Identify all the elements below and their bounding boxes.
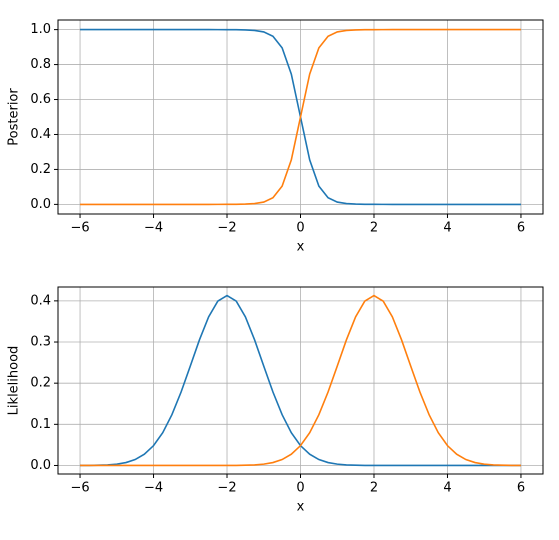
y-tick-label: 0.1: [30, 417, 51, 432]
y-tick-label: 0.2: [30, 376, 51, 391]
y-axis-label: Liklelihood: [7, 346, 22, 416]
x-axis-label: x: [297, 500, 305, 515]
y-tick-label: 0.8: [30, 57, 51, 72]
line: [80, 28, 521, 206]
x-tick-label: −2: [217, 221, 236, 236]
y-axis-label: Posterior: [7, 88, 22, 146]
x-tick-label: 4: [443, 221, 451, 236]
x-tick-label: −6: [70, 221, 89, 236]
y-tick-label: 0.0: [30, 458, 51, 473]
x-tick-label: −6: [70, 481, 89, 496]
y-tick-label: 0.3: [30, 335, 51, 350]
x-tick-label: −4: [144, 481, 163, 496]
x-tick-label: −2: [217, 481, 236, 496]
x-tick-label: 4: [443, 481, 451, 496]
axes-frame: [57, 19, 544, 215]
line: [80, 294, 521, 467]
y-tick-label: 0.0: [30, 197, 51, 212]
x-tick-label: −4: [144, 221, 163, 236]
x-tick-label: 0: [296, 221, 304, 236]
y-tick-label: 0.2: [30, 162, 51, 177]
x-tick-label: 2: [370, 221, 378, 236]
x-axis-label: x: [297, 240, 305, 255]
x-tick-label: 6: [517, 221, 525, 236]
y-tick-label: 0.6: [30, 92, 51, 107]
y-tick-label: 1.0: [30, 22, 51, 37]
x-tick-label: 6: [517, 481, 525, 496]
x-tick-label: 2: [370, 481, 378, 496]
axes-frame: [57, 286, 544, 475]
x-tick-label: 0: [296, 481, 304, 496]
y-tick-label: 0.4: [30, 127, 51, 142]
y-tick-label: 0.4: [30, 293, 51, 308]
